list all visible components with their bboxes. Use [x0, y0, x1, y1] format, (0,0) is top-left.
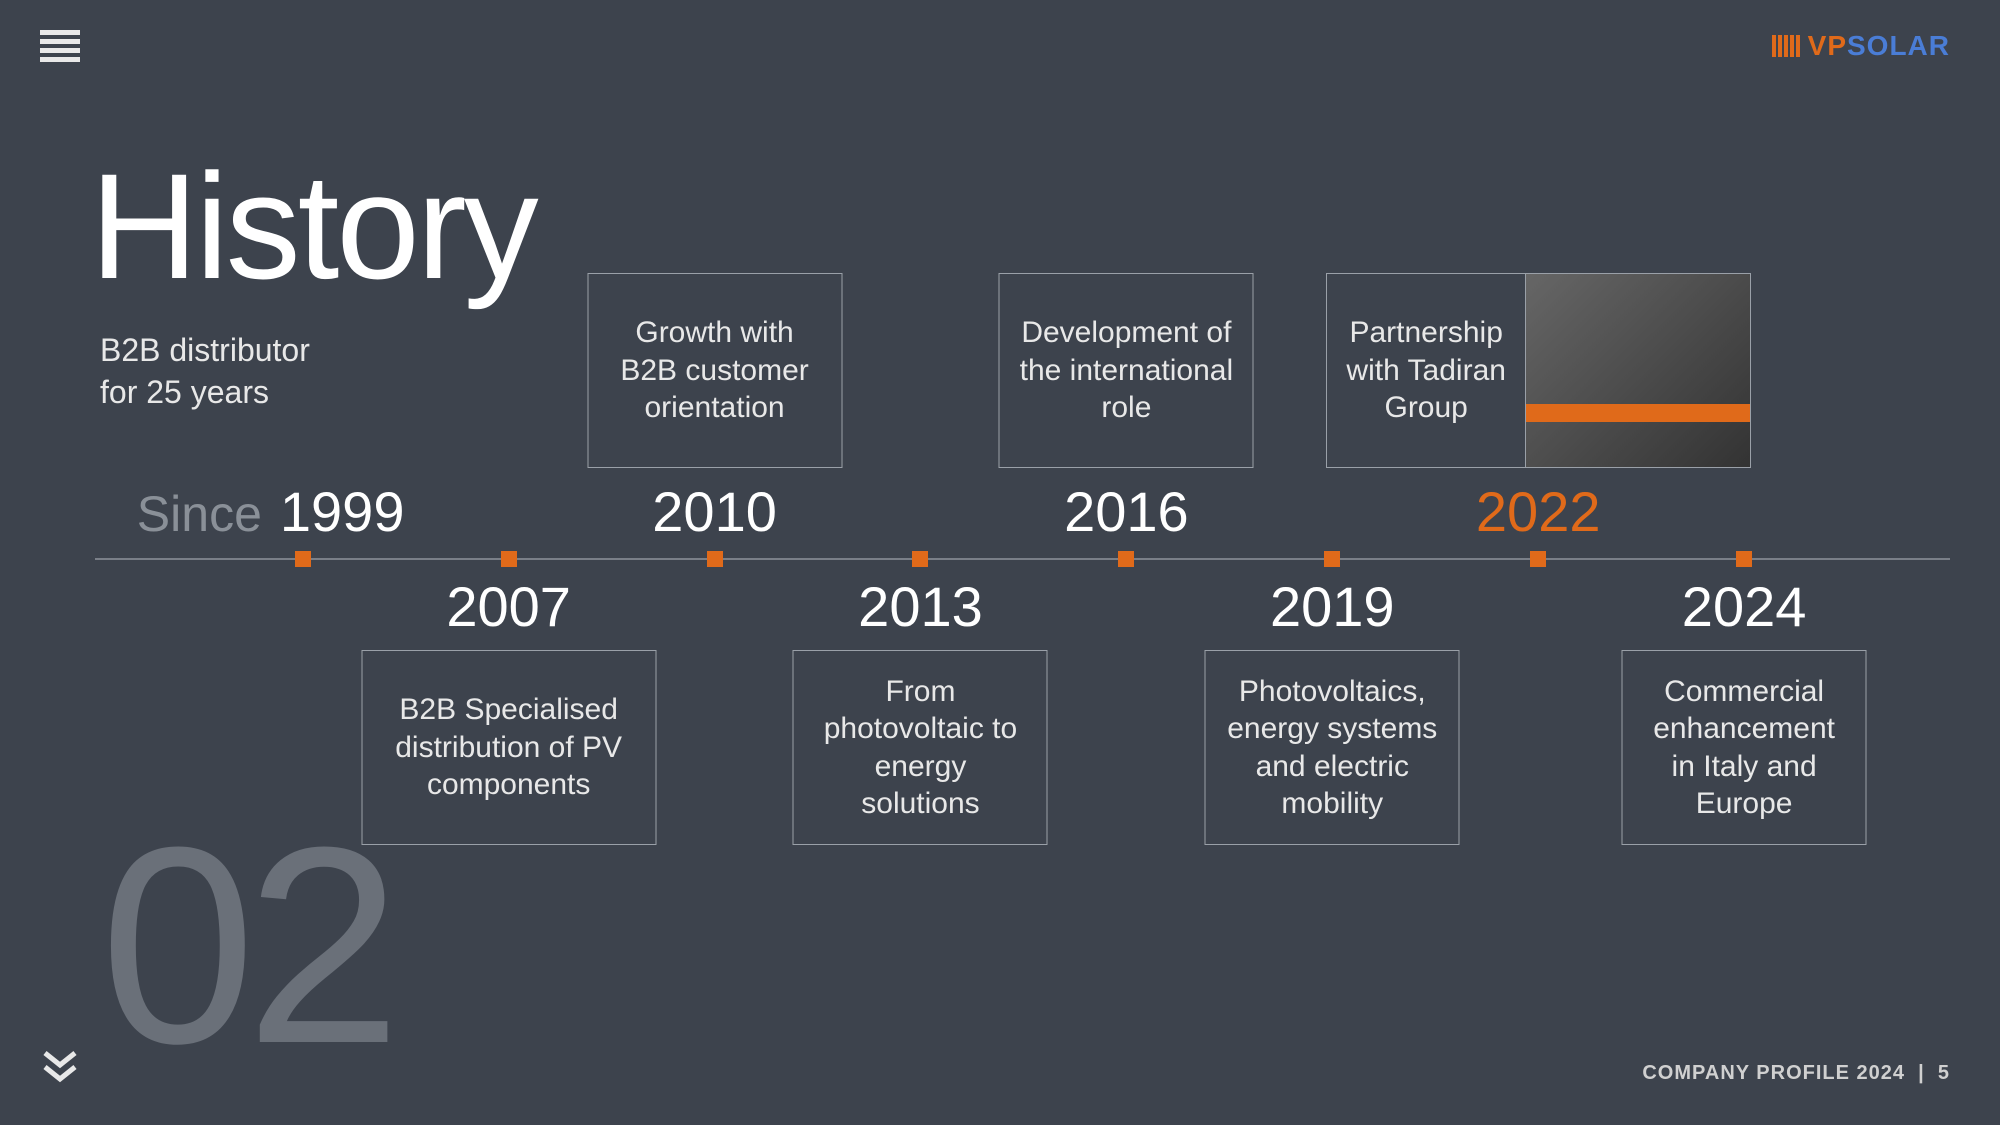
timeline-year: 2007: [446, 574, 571, 639]
timeline-marker: [707, 551, 723, 567]
timeline-since-label: Since: [137, 486, 262, 542]
timeline-marker: [1736, 551, 1752, 567]
timeline-year: 2019: [1270, 574, 1395, 639]
timeline: Since19992007B2B Specialised distributio…: [95, 558, 1950, 560]
footer-text: COMPANY PROFILE 2024: [1642, 1062, 1905, 1084]
logo-sun-icon: [1772, 32, 1802, 64]
subtitle-line: B2B distributor: [100, 330, 310, 372]
timeline-box: Commercial enhancement in Italy and Euro…: [1622, 650, 1867, 845]
timeline-year: 2010: [652, 479, 777, 544]
menu-icon[interactable]: [40, 30, 80, 62]
timeline-year: 2022: [1476, 479, 1601, 544]
timeline-marker: [1324, 551, 1340, 567]
logo: VPSOLAR: [1772, 30, 1950, 64]
timeline-year: 2024: [1682, 574, 1807, 639]
timeline-box: Partnership with Tadiran Group: [1326, 273, 1526, 468]
timeline-photo: [1526, 273, 1751, 468]
timeline-year: 2013: [858, 574, 983, 639]
logo-text-2: SOLAR: [1847, 30, 1950, 61]
footer-sep: |: [1918, 1062, 1925, 1084]
logo-text-1: VP: [1808, 30, 1847, 61]
page-title: History: [90, 140, 536, 313]
scroll-down-icon[interactable]: [40, 1045, 80, 1085]
timeline-marker: [912, 551, 928, 567]
timeline-box: Development of the international role: [999, 273, 1254, 468]
timeline-box: From photovoltaic to energy solutions: [793, 650, 1048, 845]
timeline-marker: [1118, 551, 1134, 567]
subtitle-line: for 25 years: [100, 372, 310, 414]
page-subtitle: B2B distributor for 25 years: [100, 330, 310, 413]
footer: COMPANY PROFILE 2024 | 5: [1642, 1062, 1950, 1085]
timeline-marker: [501, 551, 517, 567]
section-number: 02: [100, 827, 391, 1065]
timeline-box: Growth with B2B customer orientation: [587, 273, 842, 468]
footer-page: 5: [1938, 1062, 1950, 1084]
timeline-year: Since1999: [137, 479, 405, 544]
timeline-year: 2016: [1064, 479, 1189, 544]
timeline-marker: [295, 551, 311, 567]
timeline-box: Photovoltaics, energy systems and electr…: [1205, 650, 1460, 845]
timeline-marker: [1530, 551, 1546, 567]
timeline-box: B2B Specialised distribution of PV compo…: [361, 650, 656, 845]
